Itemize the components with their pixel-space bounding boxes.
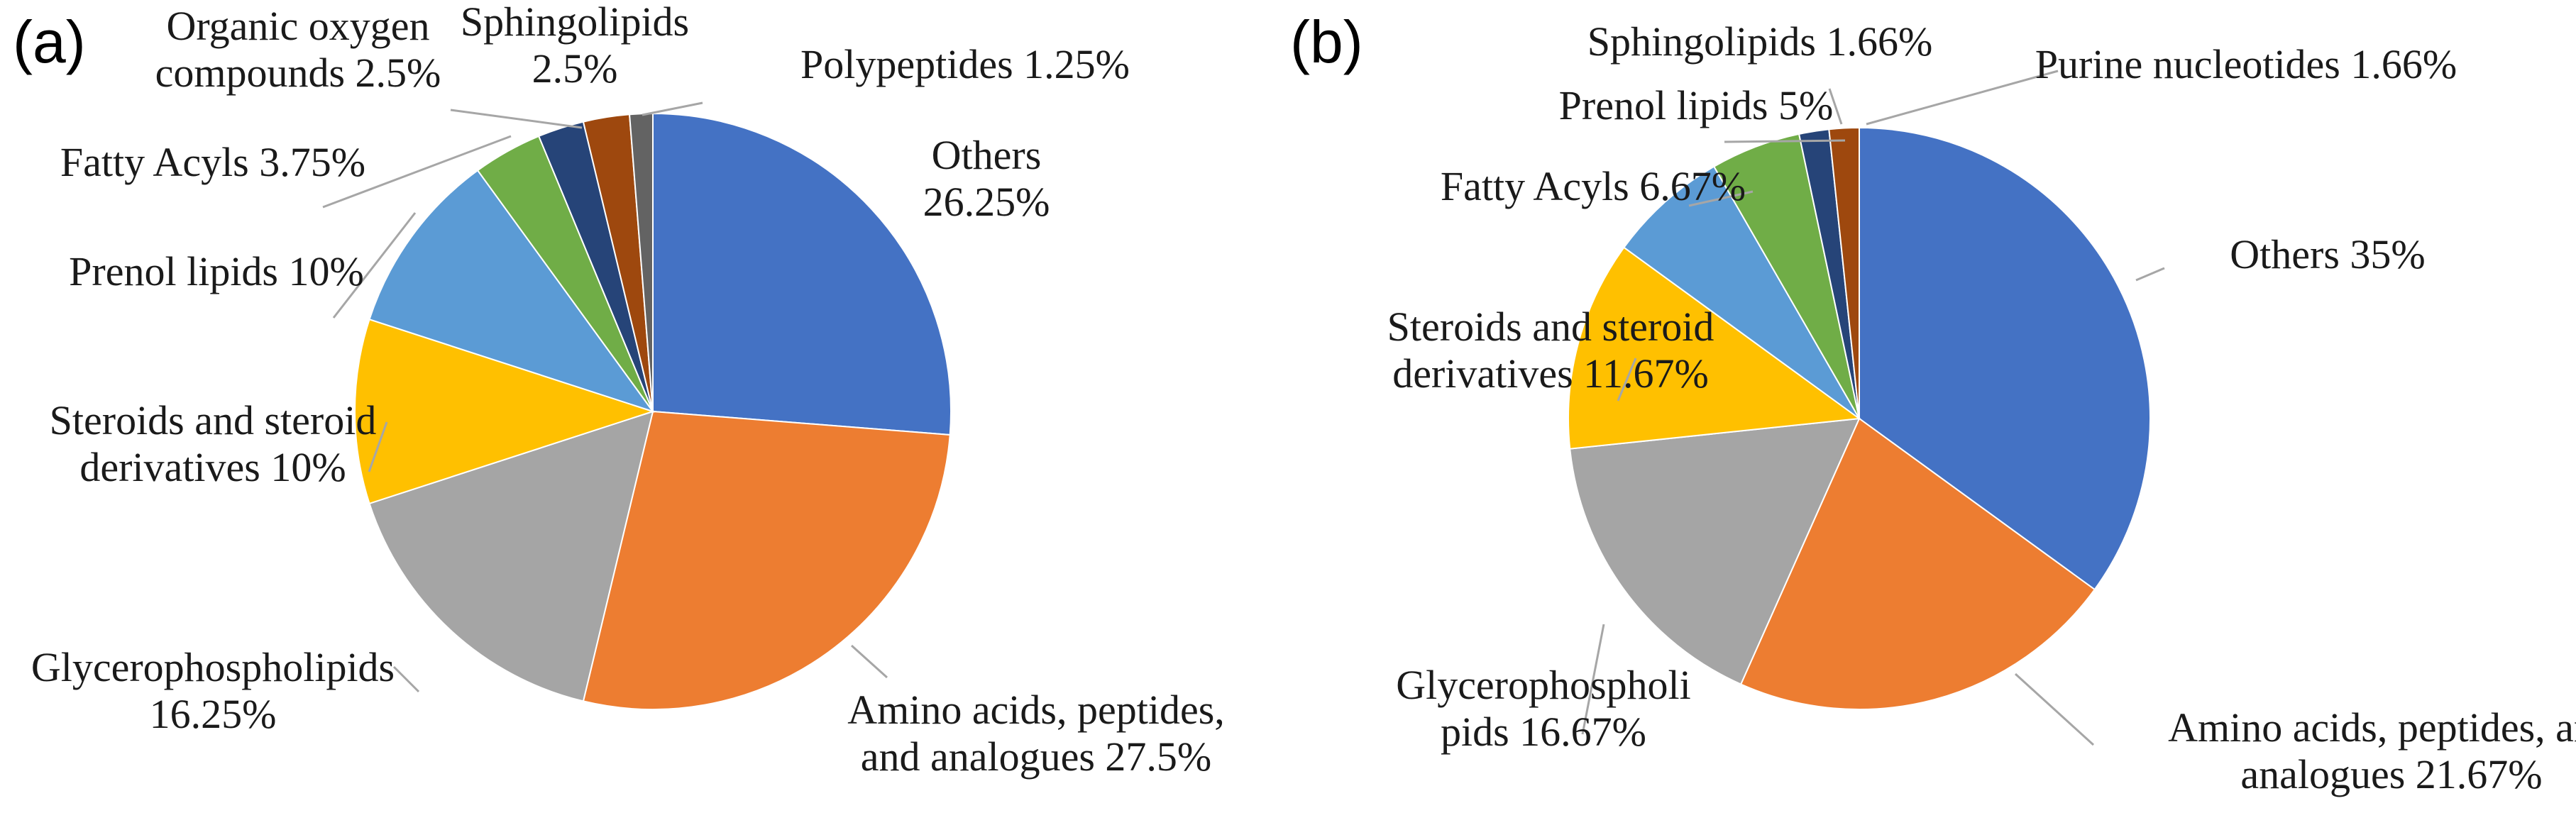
slice-label-fatty-acyls: Fatty Acyls 6.67% xyxy=(1441,163,1746,209)
leader-line-glycerophospholipids xyxy=(1581,624,1605,735)
slice-label-others: Others 35% xyxy=(2230,231,2425,277)
pie-slice-others xyxy=(1859,126,2151,591)
slice-label-line: Prenol lipids 10% xyxy=(69,248,364,294)
leader-line-amino-acids-peptides-and-analogues xyxy=(2014,673,2095,746)
leader-line-glycerophospholipids xyxy=(392,665,420,693)
pie-slice-steroids-and-steroid-derivatives xyxy=(354,318,656,505)
pie-chart-panel-b: (b) Others 35% Amino acids, peptides, and… xyxy=(1290,9,2576,797)
slice-label-line: Fatty Acyls 3.75% xyxy=(60,139,365,185)
slice-label-line: Sphingolipids xyxy=(461,0,689,45)
pie-slice-amino-acids-peptides-and-analogues xyxy=(582,410,951,710)
slice-label-glycerophospholipids: Glycerophospholi pids 16.67% xyxy=(1396,662,1691,755)
slice-label-line: Amino acids, peptides, xyxy=(847,687,1225,733)
slice-label-line: compounds 2.5% xyxy=(155,50,441,96)
panel-b-label: (b) xyxy=(1290,9,1363,75)
slice-label-fatty-acyls: Fatty Acyls 3.75% xyxy=(60,139,365,185)
slice-label-line: Glycerophospholi xyxy=(1396,662,1691,708)
slice-label-polypeptides: Polypeptides 1.25% xyxy=(800,41,1130,87)
pie-slice-glycerophospholipids xyxy=(368,410,654,702)
slice-label-line: Others xyxy=(932,132,1042,178)
slice-label-glycerophospholipids: Glycerophospholipids 16.25% xyxy=(31,644,395,737)
slice-label-line: analogues 21.67% xyxy=(2240,751,2542,797)
slice-label-line: derivatives 10% xyxy=(79,444,346,490)
slice-label-line: Organic oxygen xyxy=(167,3,430,49)
slice-label-steroids-and-steroid-derivatives: Steroids and steroid derivatives 11.67% xyxy=(1387,304,1714,397)
slice-label-sphingolipids: Sphingolipids 1.66% xyxy=(1587,18,1933,65)
slice-label-amino-acids-peptides-and-analogues: Amino acids, peptides, and analogues 21.6… xyxy=(2168,704,2576,797)
pie-slice-steroids-and-steroid-derivatives xyxy=(1568,246,1861,450)
slice-label-line: Purine nucleotides 1.66% xyxy=(2035,41,2457,87)
pie-chart-panel-a: (a) Others 26.25% Amino acids, peptides, an… xyxy=(13,0,1225,780)
slice-label-amino-acids-peptides-and-analogues: Amino acids, peptides, and analogues 27.5… xyxy=(847,687,1225,780)
leader-line-polypeptides xyxy=(642,101,703,116)
slice-label-line: Fatty Acyls 6.67% xyxy=(1441,163,1746,209)
slice-label-line: 16.25% xyxy=(150,691,277,737)
leader-line-others xyxy=(2135,267,2165,282)
pie-slice-others xyxy=(652,112,952,436)
slice-label-purine-nucleotides: Purine nucleotides 1.66% xyxy=(2035,41,2457,87)
slice-label-line: and analogues 27.5% xyxy=(861,734,1211,780)
slice-label-line: Prenol lipids 5% xyxy=(1559,82,1834,128)
pie-slice-glycerophospholipids xyxy=(1569,417,1861,685)
slice-label-line: pids 16.67% xyxy=(1441,709,1646,755)
leader-line-organic-oxygen-compounds xyxy=(450,109,583,129)
pie-slice-prenol-lipids xyxy=(368,169,655,413)
leader-line-fatty-acyls xyxy=(1688,190,1754,207)
leader-line-sphingolipids xyxy=(1828,88,1843,125)
leader-line-fatty-acyls xyxy=(322,135,512,209)
pie-slice-amino-acids-peptides-and-analogues xyxy=(1739,417,2096,710)
slice-label-line: Polypeptides 1.25% xyxy=(800,41,1130,87)
leader-line-amino-acids-peptides-and-analogues xyxy=(850,644,888,679)
slice-label-prenol-lipids: Prenol lipids 5% xyxy=(1559,82,1834,128)
slice-label-sphingolipids: Sphingolipids 2.5% xyxy=(461,0,689,92)
pie-slices xyxy=(354,112,952,710)
slice-label-line: 26.25% xyxy=(923,179,1050,225)
leader-line-prenol-lipids xyxy=(332,212,417,319)
pie-slice-fatty-acyls xyxy=(1623,165,1860,419)
slice-label-others: Others 26.25% xyxy=(923,132,1050,225)
slice-label-steroids-and-steroid-derivatives: Steroids and steroid derivatives 10% xyxy=(50,397,377,490)
slice-label-line: Glycerophospholipids xyxy=(31,644,395,690)
pie-slice-purine-nucleotides xyxy=(1828,126,1860,419)
slice-label-line: Steroids and steroid xyxy=(50,397,377,443)
slice-label-line: Sphingolipids 1.66% xyxy=(1587,18,1933,65)
leader-line-purine-nucleotides xyxy=(1866,70,2059,126)
leader-line-prenol-lipids xyxy=(1724,139,1846,143)
slice-label-line: Steroids and steroid xyxy=(1387,304,1714,350)
leader-line-steroids-and-steroid-derivatives xyxy=(368,421,388,472)
panel-a-label: (a) xyxy=(13,9,86,75)
slice-label-organic-oxygen-compounds: Organic oxygen compounds 2.5% xyxy=(155,3,441,96)
slice-label-prenol-lipids: Prenol lipids 10% xyxy=(69,248,364,294)
leader-line-steroids-and-steroid-derivatives xyxy=(1617,358,1637,402)
pie-slices xyxy=(1568,126,2151,710)
slice-label-line: derivatives 11.67% xyxy=(1392,350,1709,397)
slice-label-line: Amino acids, peptides, and xyxy=(2168,704,2576,751)
slice-label-line: Others 35% xyxy=(2230,231,2425,277)
slice-label-line: 2.5% xyxy=(532,45,618,92)
